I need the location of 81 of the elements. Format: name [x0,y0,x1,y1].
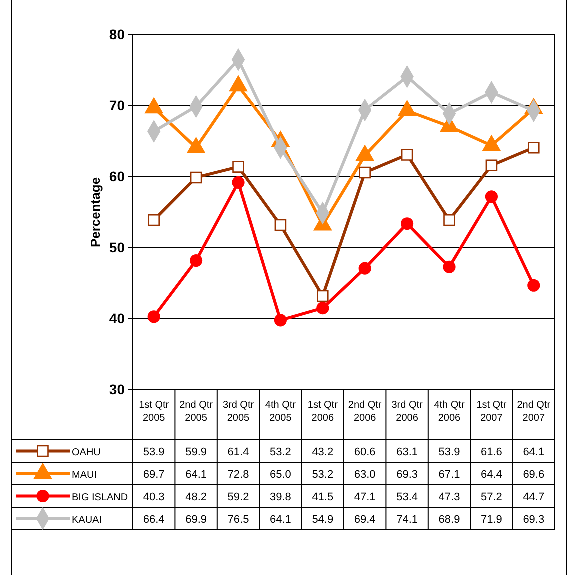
data-label: 44.7 [523,491,545,504]
y-tick-label: 50 [109,239,126,256]
y-tick-label: 80 [109,26,126,42]
data-label: 64.1 [523,446,545,458]
point [359,166,371,179]
point [485,190,498,204]
point [190,254,203,268]
x-tick-label: 1st Qtr 2005 [139,400,170,424]
point [444,214,456,226]
data-label: 61.6 [480,446,502,458]
data-label: 64.1 [270,514,292,526]
data-label: 63.0 [354,468,376,481]
x-tick-label: 1st Qtr 2006 [308,400,339,424]
data-label: 48.2 [186,491,208,504]
legend-label: BIG ISLAND [72,492,128,504]
point [316,302,330,315]
x-tick-label: 1st Qtr 2007 [476,400,508,424]
data-label: 68.9 [438,514,460,526]
legend-label: OAHU [72,447,101,458]
y-tick-label: 40 [109,310,126,326]
point [274,314,287,327]
data-label: 69.9 [186,514,208,526]
data-label: 54.9 [312,514,334,526]
point [148,214,160,226]
legend-label: MAUI [72,470,97,481]
legend-label: KAUAI [72,514,102,526]
data-label: 53.2 [312,468,334,481]
point [443,260,456,274]
data-label: 63.1 [396,446,418,458]
point [148,310,160,324]
data-label: 53.2 [270,446,292,458]
data-label: 53.9 [438,446,460,458]
x-tick-label: 4th Qtr 2006 [434,400,466,424]
data-label: 64.1 [186,468,208,481]
data-label: 76.5 [228,514,250,526]
data-label: 61.4 [228,446,250,458]
point [190,172,202,184]
point [232,161,244,173]
data-label: 64.4 [480,468,502,481]
data-label: 53.9 [143,446,165,458]
data-label: 43.2 [312,446,334,458]
data-label: 69.6 [523,468,545,481]
point [401,218,414,230]
data-label: 40.3 [143,491,165,504]
x-tick-label: 4th Qtr 2005 [265,400,297,424]
data-label: 71.9 [480,514,502,526]
point [317,290,329,302]
data-label: 69.7 [143,468,165,481]
data-label: 65.0 [270,468,292,481]
point [358,262,372,275]
point [274,219,287,232]
data-label: 72.8 [228,468,250,481]
x-tick-label: 3rd Qtr 2006 [392,400,424,424]
data-label: 66.4 [143,514,165,526]
point [486,160,498,172]
y-tick-label: 60 [109,168,126,184]
y-tick-label: 70 [109,97,126,114]
x-tick-label: 3rd Qtr 2005 [222,400,255,424]
data-label: 69.3 [396,468,418,481]
data-label: 67.1 [438,468,460,481]
data-label: 74.1 [396,514,418,526]
data-label: 69.3 [523,514,545,526]
x-tick-label: 2nd Qtr 2006 [348,400,382,424]
data-label: 53.4 [396,491,418,504]
data-label: 69.4 [354,514,376,526]
y-axis-title: Percentage [88,177,103,248]
data-label: 47.3 [438,491,460,504]
data-label: 60.6 [354,446,376,458]
x-tick-label: 2nd Qtr 2005 [180,400,214,424]
x-tick-label: 2nd Qtr 2007 [517,400,552,424]
point [528,279,540,292]
point [401,149,414,161]
data-label: 41.5 [312,491,334,504]
data-label: 39.8 [270,491,292,504]
point [232,176,245,189]
data-label: 59.9 [186,446,208,458]
point [528,142,540,154]
data-label: 47.1 [354,491,376,504]
y-tick-label: 30 [109,381,126,398]
data-label: 59.2 [228,491,250,504]
data-label: 57.2 [480,491,502,504]
